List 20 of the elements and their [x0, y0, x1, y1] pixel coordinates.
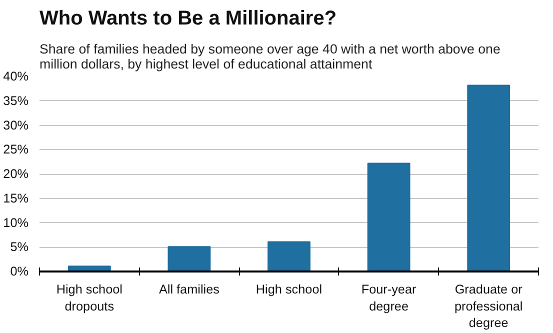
- y-tick-label: 30%: [3, 118, 29, 132]
- y-tick-label: 0%: [10, 264, 29, 278]
- x-tick-label: High school: [256, 282, 322, 296]
- bar: [467, 84, 510, 272]
- x-tick-label: High school dropouts: [56, 282, 122, 314]
- chart-title: Who Wants to Be a Millionaire?: [40, 8, 337, 30]
- y-tick-label: 25%: [3, 142, 29, 157]
- bar: [268, 241, 310, 272]
- x-tick-label: Graduate or professional degree: [454, 282, 523, 330]
- x-tick-label: All families: [158, 282, 220, 296]
- x-tick-label: Four-year degree: [361, 282, 416, 314]
- y-tick-label: 40%: [3, 70, 29, 84]
- y-tick-label: 5%: [10, 240, 29, 254]
- bar: [168, 246, 211, 272]
- y-tick-label: 10%: [3, 216, 29, 230]
- y-tick-label: 35%: [3, 94, 29, 108]
- y-tick-label: 20%: [3, 167, 29, 181]
- bar: [367, 162, 410, 272]
- chart-subtitle: Share of families headed by someone over age 40 with a net worth above one million dollars, by highest level of educational attainment: [40, 42, 500, 72]
- y-tick-label: 15%: [3, 191, 29, 206]
